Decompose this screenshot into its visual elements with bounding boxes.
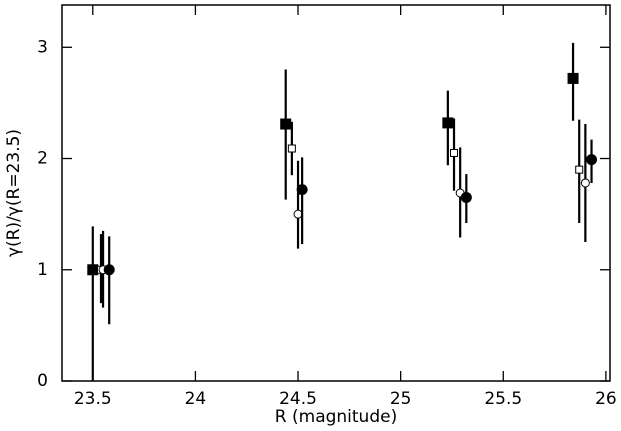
marker [87,264,99,276]
marker [103,264,115,276]
marker [442,117,454,129]
marker [586,154,598,166]
marker [296,184,308,196]
x-tick-label: 25.5 [484,389,522,409]
marker [287,144,296,153]
x-axis-label: R (magnitude) [275,407,397,427]
x-tick-label: 23.5 [74,389,112,409]
x-tick-label: 26 [595,389,617,409]
x-tick-label: 24 [185,389,207,409]
marker [580,178,590,188]
marker [280,118,292,130]
marker [450,148,459,157]
marker [460,191,472,203]
plot-frame [61,4,611,382]
x-tick-label: 24.5 [279,389,317,409]
y-tick-label: 0 [37,371,48,391]
y-tick-label: 2 [37,149,48,169]
x-tick-label: 25 [390,389,412,409]
y-axis-label: γ(R)/γ(R=23.5) [4,129,24,257]
marker [293,209,303,219]
y-tick-label: 3 [37,37,48,57]
marker [567,72,579,84]
y-tick-label: 1 [37,260,48,280]
marker [575,165,584,174]
